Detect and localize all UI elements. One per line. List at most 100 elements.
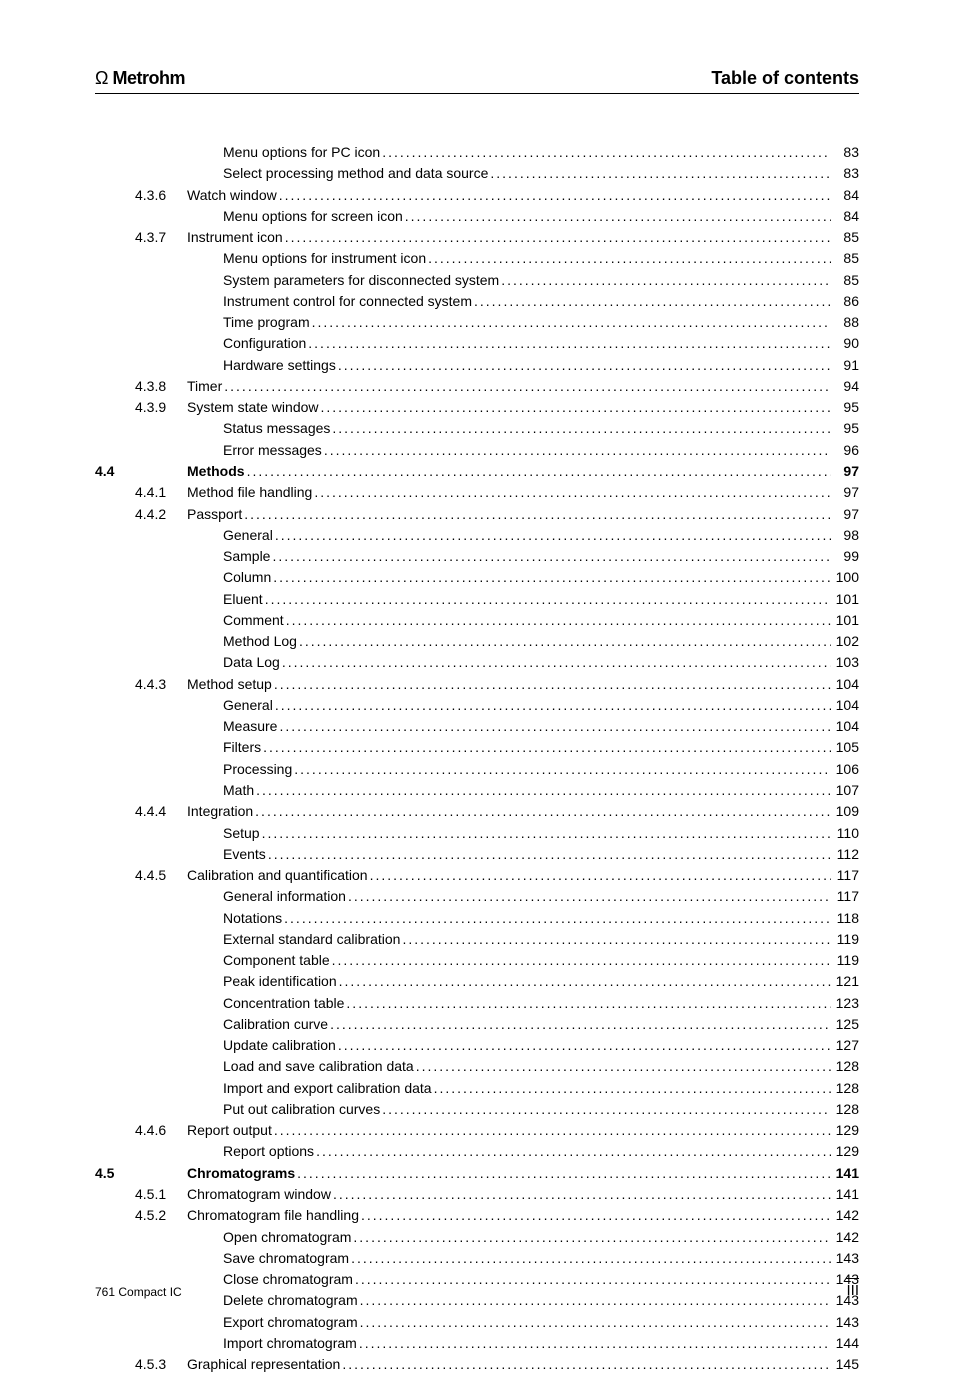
footer-left: 761 Compact IC [95,1285,182,1299]
toc-label: Comment [223,610,284,631]
toc-leader [349,1248,833,1269]
toc-row: Error messages96 [95,440,859,461]
toc-leader [284,610,833,631]
toc-page: 104 [833,674,859,695]
toc-label: Chromatogram window [187,1184,331,1205]
brand: Ω Metrohm [95,68,185,89]
toc-label: Method file handling [187,482,312,503]
toc-page: 95 [833,397,859,418]
toc-leader [358,1312,833,1333]
toc-page: 85 [833,227,859,248]
toc-page: 141 [833,1184,859,1205]
toc-row: General information117 [95,886,859,907]
toc-label: Timer [187,376,222,397]
toc-row: Measure104 [95,716,859,737]
toc-row: 4.5.2Chromatogram file handling142 [95,1205,859,1226]
toc-page: 141 [833,1163,859,1184]
toc-label: Chromatogram file handling [187,1205,359,1226]
toc-row: Instrument control for connected system8… [95,291,859,312]
toc-row: General98 [95,525,859,546]
toc-label: Instrument icon [187,227,283,248]
toc-leader [260,823,833,844]
toc-leader [266,844,833,865]
page: Ω Metrohm Table of contents Menu options… [0,0,954,1351]
toc-row: 4.4Methods97 [95,461,859,482]
toc-leader [426,248,833,269]
toc-row: Configuration90 [95,333,859,354]
toc-row: 4.5Chromatograms141 [95,1163,859,1184]
toc-sub-number: 4.4.1 [135,482,187,503]
toc-leader [263,589,833,610]
toc-leader [222,376,833,397]
toc-row: Open chromatogram 142 [95,1227,859,1248]
toc-leader [331,1184,833,1205]
toc-page: 127 [833,1035,859,1056]
toc-row: Put out calibration curves128 [95,1099,859,1120]
toc-page: 143 [833,1312,859,1333]
toc-leader [306,333,833,354]
toc-page: 107 [833,780,859,801]
toc-sub-number: 4.3.7 [135,227,187,248]
toc-row: Save chromatogram143 [95,1248,859,1269]
toc-leader [242,504,833,525]
toc-leader [499,270,833,291]
toc-sub-number: 4.4.4 [135,801,187,822]
toc-leader [314,1141,833,1162]
toc-leader [283,227,833,248]
toc-leader [488,163,833,184]
toc-page: 95 [833,418,859,439]
brand-text: Metrohm [112,68,185,89]
toc-label: Method Log [223,631,297,652]
toc-page: 121 [833,971,859,992]
toc-leader [312,482,833,503]
toc-label: Put out calibration curves [223,1099,380,1120]
toc-label: Open chromatogram [223,1227,351,1248]
toc-page: 88 [833,312,859,333]
toc-page: 101 [833,610,859,631]
toc-label: Sample [223,546,270,567]
toc-row: Setup110 [95,823,859,844]
toc-row: Method Log 102 [95,631,859,652]
toc-row: Menu options for PC icon83 [95,142,859,163]
toc-page: 102 [833,631,859,652]
toc-label: Report options [223,1141,314,1162]
toc-label: Report output [187,1120,272,1141]
toc-leader [261,737,833,758]
toc-row: 4.4.2Passport97 [95,504,859,525]
toc-page: 97 [833,504,859,525]
toc-row: Export chromatogram143 [95,1312,859,1333]
toc-label: Passport [187,504,242,525]
toc-row: Concentration table123 [95,993,859,1014]
toc-section-number: 4.5 [95,1163,135,1184]
header-title: Table of contents [711,68,859,89]
toc-page: 99 [833,546,859,567]
toc-page: 128 [833,1078,859,1099]
toc-label: Calibration curve [223,1014,328,1035]
toc-leader [336,1035,833,1056]
toc-leader [277,185,833,206]
toc-label: System state window [187,397,319,418]
toc-row: 4.3.7Instrument icon 85 [95,227,859,248]
toc-section-number: 4.4 [95,461,135,482]
toc-label: Data Log [223,652,280,673]
toc-row: 4.4.4Integration109 [95,801,859,822]
toc-leader [273,695,833,716]
toc-sub-number: 4.3.6 [135,185,187,206]
toc-page: 118 [833,908,859,929]
toc-page: 94 [833,376,859,397]
toc-page: 98 [833,525,859,546]
toc-sub-number: 4.4.5 [135,865,187,886]
toc-row: Report options129 [95,1141,859,1162]
toc-label: Calibration and quantification [187,865,368,886]
toc-leader [380,142,833,163]
toc-label: Setup [223,823,260,844]
toc-page: 128 [833,1056,859,1077]
toc-leader [472,291,833,312]
toc-label: Watch window [187,185,277,206]
toc-row: External standard calibration119 [95,929,859,950]
toc-label: Time program [223,312,310,333]
toc-label: Menu options for PC icon [223,142,380,163]
toc-leader [319,397,834,418]
toc-page: 142 [833,1227,859,1248]
toc-row: Events112 [95,844,859,865]
